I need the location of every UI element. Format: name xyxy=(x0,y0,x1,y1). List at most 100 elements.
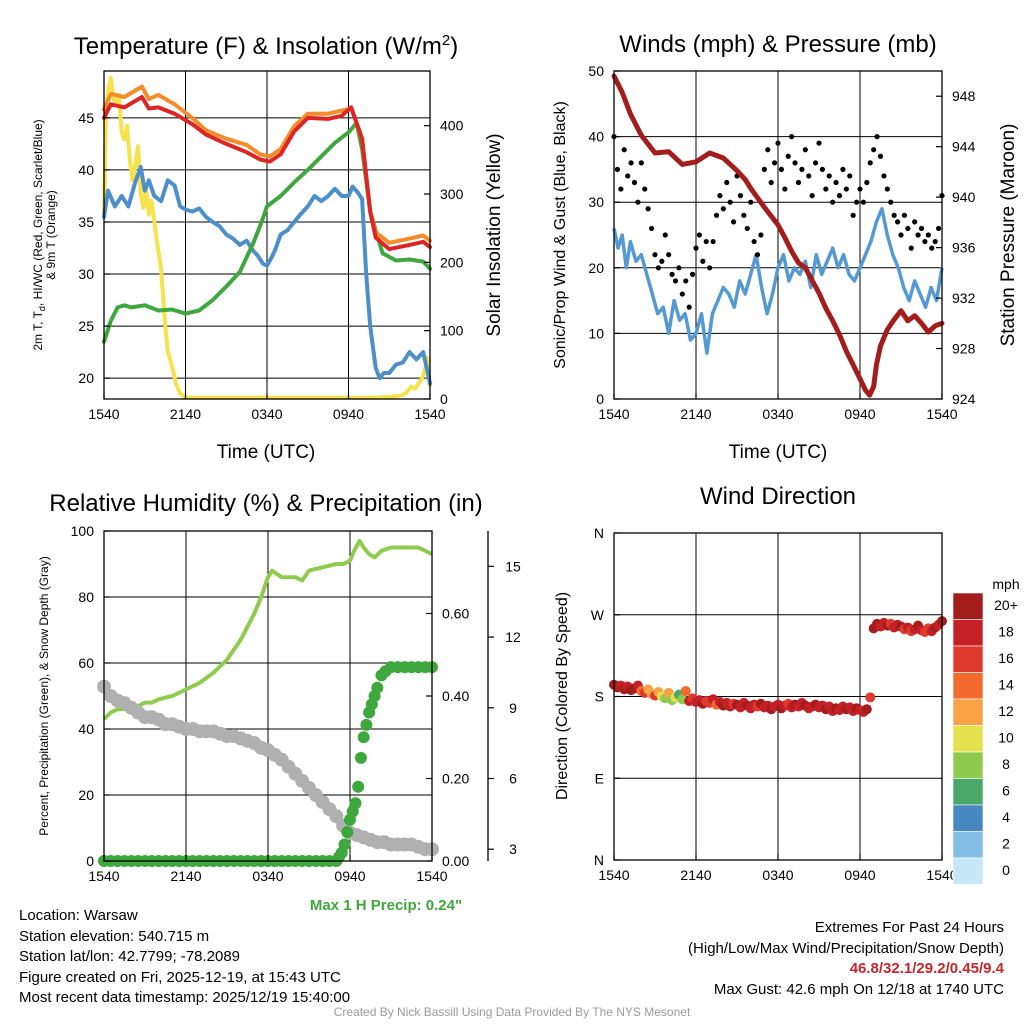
gust-point xyxy=(877,153,884,159)
gust-point xyxy=(901,212,908,218)
legend-swatch-5 xyxy=(952,725,984,753)
legend-swatch-7 xyxy=(952,778,984,806)
gust-point xyxy=(891,212,897,218)
snow-y-tick-label: 3 xyxy=(509,841,517,857)
series-station-pressure-line xyxy=(611,73,945,398)
gust-point xyxy=(857,186,863,192)
station-latlon: Station lat/lon: 42.7799; -78.2089 xyxy=(19,948,241,965)
gust-point xyxy=(717,193,723,199)
humidity-panel: Relative Humidity (%) & Precipitation (i… xyxy=(37,490,521,914)
gust-point xyxy=(795,179,802,186)
precipitation-point xyxy=(341,826,354,839)
gust-point xyxy=(785,153,791,159)
humidity-x-tick-label: 2140 xyxy=(170,868,201,884)
station-location: Location: Warsaw xyxy=(19,907,138,924)
gust-point xyxy=(843,186,849,192)
gust-point xyxy=(737,193,744,199)
legend-label: 0 xyxy=(1002,862,1010,878)
winds-left-axis-label: Sonic/Prop Wind & Gust (Blue, Black) xyxy=(552,101,569,369)
gust-point xyxy=(826,173,832,179)
winds-right-y-tick-label: 928 xyxy=(952,341,976,357)
temperature-left-y-tick-label: 25 xyxy=(78,318,94,334)
temperature-x-tick-label: 2140 xyxy=(170,406,201,422)
wind-direction-point xyxy=(680,686,691,697)
humidity-x-tick-label: 1540 xyxy=(88,868,119,884)
gust-point xyxy=(847,173,853,179)
gust-point xyxy=(771,160,778,166)
gust-point xyxy=(867,160,873,166)
gust-point xyxy=(881,173,887,179)
temperature-x-tick-label: 1540 xyxy=(414,406,445,422)
gust-point xyxy=(748,199,754,205)
gust-point xyxy=(618,186,624,192)
gust-point xyxy=(707,265,713,271)
temperature-left-y-tick-label: 35 xyxy=(78,214,94,230)
gust-point xyxy=(922,238,928,245)
temperature-panel: Temperature (F) & Insolation (W/m2) 1540… xyxy=(31,32,505,463)
winds-right-y-tick-label: 936 xyxy=(952,240,976,256)
gust-point xyxy=(836,193,843,199)
gust-point xyxy=(871,147,877,153)
station-info: Location: Warsaw Station elevation: 540.… xyxy=(19,906,350,1009)
legend-swatch-9 xyxy=(952,831,984,859)
temperature-left-y-tick-label: 45 xyxy=(78,110,94,126)
precipitation-point xyxy=(360,718,373,731)
temperature-left-y-tick-label: 30 xyxy=(78,266,94,282)
gust-point xyxy=(676,265,682,271)
legend-label: 20+ xyxy=(994,597,1018,613)
gust-point xyxy=(642,186,648,192)
gust-point xyxy=(812,160,819,166)
recent-data-timestamp: Most recent data timestamp: 2025/12/19 1… xyxy=(19,989,351,1006)
humidity-x-tick-label: 0940 xyxy=(334,868,365,884)
humidity-left-y-tick-label: 80 xyxy=(78,589,94,605)
gust-point xyxy=(830,199,836,205)
gust-point xyxy=(915,232,921,238)
temperature-x-axis-label: Time (UTC) xyxy=(217,442,316,463)
gust-point xyxy=(929,245,935,251)
winds-left-y-tick-label: 40 xyxy=(588,129,604,145)
legend-label: 6 xyxy=(1002,783,1010,799)
gust-point xyxy=(932,238,938,245)
winds-x-tick-label: 0940 xyxy=(844,406,875,422)
humidity-left-y-tick-label: 0 xyxy=(86,853,94,869)
max-gust: Max Gust: 42.6 mph On 12/18 at 1740 UTC xyxy=(713,980,1004,998)
gust-point xyxy=(614,166,621,172)
temperature-right-y-tick-label: 0 xyxy=(440,391,448,407)
speed-legend-title: mph xyxy=(992,576,1019,592)
winds-panel: Winds (mph) & Pressure (mb) 1540 2140 0340… xyxy=(552,31,1019,463)
gust-point xyxy=(908,245,914,251)
winds-x-axis-label: Time (UTC) xyxy=(729,442,828,463)
gust-point xyxy=(724,179,730,186)
speed-legend: 20+ 18 16 14 12 10 8 6 4 2 0 xyxy=(952,592,1018,885)
series-relative-humidity-line xyxy=(102,538,433,721)
gust-point xyxy=(935,225,942,232)
gust-point xyxy=(754,252,761,258)
gust-point xyxy=(652,252,658,258)
gust-point xyxy=(686,304,692,310)
gust-point xyxy=(819,166,826,172)
gust-point xyxy=(744,225,750,232)
gust-point xyxy=(853,199,860,205)
legend-label: 10 xyxy=(998,730,1014,746)
precipitation-point xyxy=(338,838,351,851)
extremes-title: Extremes For Past 24 Hours xyxy=(814,919,1004,936)
gust-point xyxy=(741,212,747,218)
precip-y-tick-label: 0.00 xyxy=(442,853,469,869)
humidity-left-y-tick-label: 40 xyxy=(78,721,94,737)
precipitation-point xyxy=(349,797,362,810)
legend-label: 12 xyxy=(998,703,1014,719)
extremes-subtitle: (High/Low/Max Wind/Precipitation/Snow De… xyxy=(688,939,1004,957)
gust-point xyxy=(778,166,785,172)
temperature-left-y-tick-label: 40 xyxy=(78,162,94,178)
temperature-right-y-tick-label: 400 xyxy=(440,118,464,134)
legend-swatch-2 xyxy=(952,645,984,673)
gust-point xyxy=(789,134,795,140)
precipitation-point xyxy=(354,751,367,764)
gust-point xyxy=(631,179,638,186)
gust-point xyxy=(666,252,672,258)
temperature-x-tick-label: 0940 xyxy=(333,406,364,422)
winds-chart-title: Winds (mph) & Pressure (mb) xyxy=(619,31,936,58)
legend-label: 14 xyxy=(998,677,1014,693)
temperature-right-y-tick-label: 300 xyxy=(440,186,464,202)
wind-direction-x-tick-label: 0340 xyxy=(762,867,793,883)
